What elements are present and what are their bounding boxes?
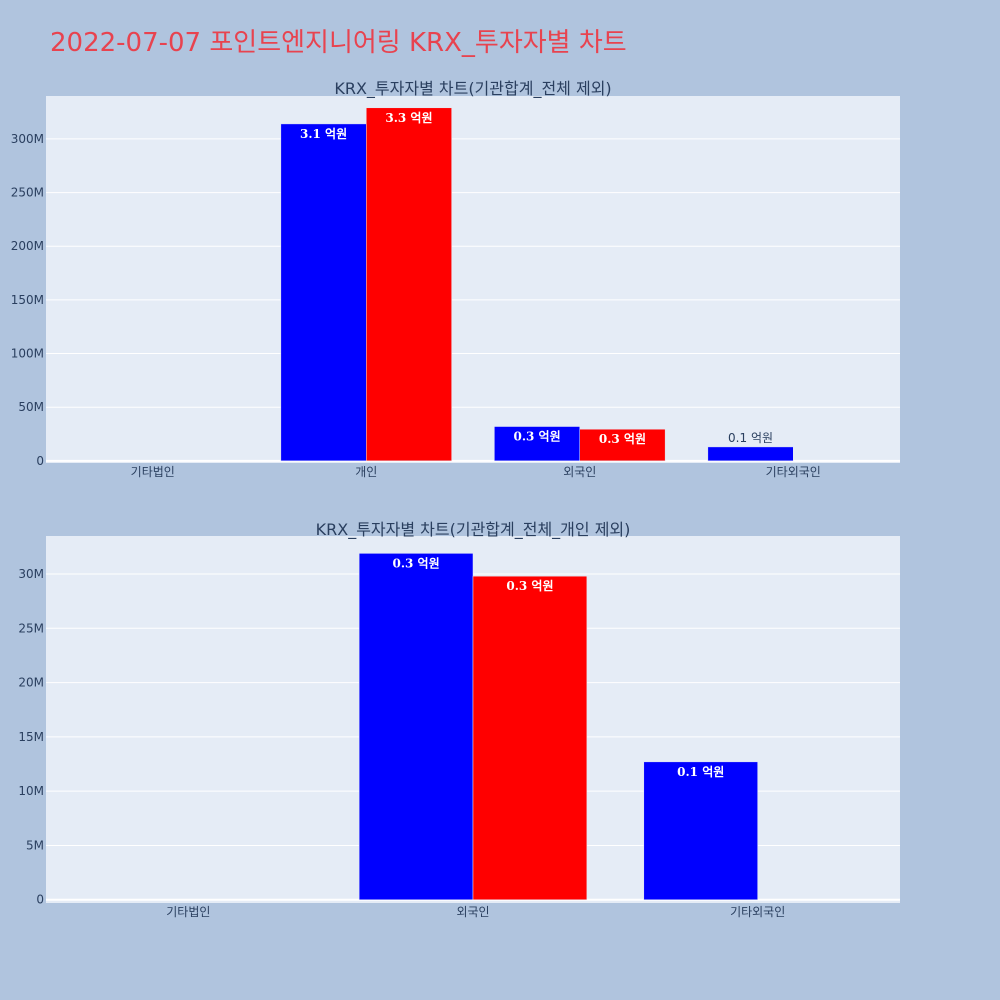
x-tick-label: 기타법인	[131, 465, 175, 479]
x-tick-label: 기타외국인	[766, 465, 821, 479]
x-tick-label: 기타외국인	[730, 905, 785, 919]
y-tick-label: 300M	[11, 132, 44, 146]
y-tick-label: 250M	[11, 186, 44, 200]
data-label: 0.3 억원	[513, 430, 560, 444]
y-tick-label: 100M	[11, 347, 44, 361]
y-tick-label: 10M	[18, 784, 44, 798]
bar	[579, 428, 666, 462]
y-tick-label: 0	[36, 893, 44, 907]
bar	[472, 575, 588, 900]
y-tick-label: 150M	[11, 293, 44, 307]
bar	[494, 426, 581, 462]
x-tick-label: 외국인	[456, 905, 489, 919]
y-tick-label: 5M	[26, 838, 44, 852]
page-title: 2022-07-07 포인트엔지니어링 KRX_투자자별 차트	[50, 28, 627, 58]
x-tick-label: 개인	[355, 465, 377, 479]
data-label: 0.1 억원	[677, 765, 724, 779]
chart-title: KRX_투자자별 차트(기관합계_전체_개인 제외)	[316, 520, 631, 540]
y-tick-label: 25M	[18, 621, 44, 635]
bar	[366, 107, 452, 462]
y-tick-label: 15M	[18, 730, 44, 744]
plot-area	[46, 96, 900, 463]
data-label: 3.1 억원	[300, 127, 347, 141]
chart-top: 0 50M 100M 150M 200M 250M 300M KRX_투자자별 차트(기관합계…	[11, 79, 900, 479]
y-tick-label: 30M	[18, 567, 44, 581]
data-label: 0.3 억원	[599, 432, 646, 446]
data-label: 0.3 억원	[392, 556, 439, 570]
data-label: 3.3 억원	[385, 111, 432, 125]
bar	[280, 123, 367, 462]
y-tick-label: 20M	[18, 676, 44, 690]
bar	[358, 553, 474, 900]
x-tick-label: 외국인	[563, 465, 596, 479]
bar	[707, 446, 794, 462]
bar	[643, 761, 758, 900]
data-label: 0.3 억원	[506, 579, 553, 593]
x-tick-label: 기타법인	[166, 905, 210, 919]
y-tick-label: 0	[36, 454, 44, 468]
chart-title: KRX_투자자별 차트(기관합계_전체 제외)	[334, 79, 611, 99]
data-label: 0.1 억원	[728, 431, 773, 445]
y-tick-label: 200M	[11, 239, 44, 253]
y-tick-label: 50M	[18, 400, 44, 414]
